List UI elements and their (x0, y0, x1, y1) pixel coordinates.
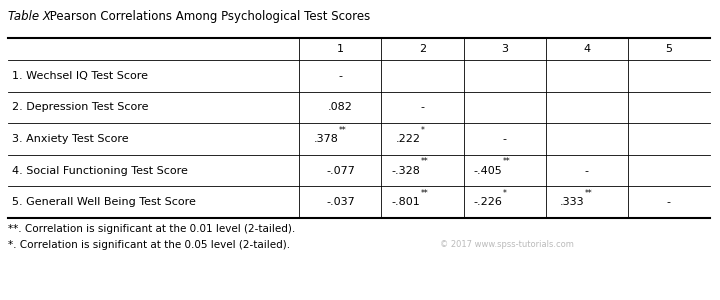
Text: .378: .378 (313, 134, 338, 144)
Text: -.226: -.226 (474, 197, 503, 207)
Text: © 2017 www.spss-tutorials.com: © 2017 www.spss-tutorials.com (440, 240, 574, 249)
Text: **. Correlation is significant at the 0.01 level (2-tailed).: **. Correlation is significant at the 0.… (8, 224, 295, 234)
Text: Table X.: Table X. (8, 10, 55, 23)
Text: 3: 3 (501, 44, 508, 54)
Text: -.801: -.801 (392, 197, 420, 207)
Text: *: * (420, 126, 424, 135)
Text: **: ** (338, 126, 346, 135)
Text: *. Correlation is significant at the 0.05 level (2-tailed).: *. Correlation is significant at the 0.0… (8, 240, 290, 250)
Text: -.405: -.405 (474, 166, 503, 176)
Text: 4. Social Functioning Test Score: 4. Social Functioning Test Score (12, 166, 188, 176)
Text: -: - (585, 166, 589, 176)
Text: 4: 4 (583, 44, 590, 54)
Text: 1. Wechsel IQ Test Score: 1. Wechsel IQ Test Score (12, 71, 148, 81)
Text: -: - (503, 134, 507, 144)
Text: -: - (338, 71, 343, 81)
Text: **: ** (420, 157, 428, 166)
Text: 5. Generall Well Being Test Score: 5. Generall Well Being Test Score (12, 197, 196, 207)
Text: .082: .082 (328, 102, 353, 112)
Text: **: ** (420, 189, 428, 198)
Text: 2: 2 (419, 44, 426, 54)
Text: -: - (420, 102, 425, 112)
Text: -.077: -.077 (326, 166, 355, 176)
Text: -.037: -.037 (326, 197, 355, 207)
Text: -: - (667, 197, 671, 207)
Text: .222: .222 (395, 134, 420, 144)
Text: 5: 5 (665, 44, 672, 54)
Text: 1: 1 (337, 44, 344, 54)
Text: **: ** (585, 189, 593, 198)
Text: **: ** (503, 157, 510, 166)
Text: 2. Depression Test Score: 2. Depression Test Score (12, 102, 148, 112)
Text: *: * (503, 189, 507, 198)
Text: 3. Anxiety Test Score: 3. Anxiety Test Score (12, 134, 129, 144)
Text: .333: .333 (560, 197, 585, 207)
Text: -.328: -.328 (392, 166, 420, 176)
Text: Pearson Correlations Among Psychological Test Scores: Pearson Correlations Among Psychological… (46, 10, 370, 23)
